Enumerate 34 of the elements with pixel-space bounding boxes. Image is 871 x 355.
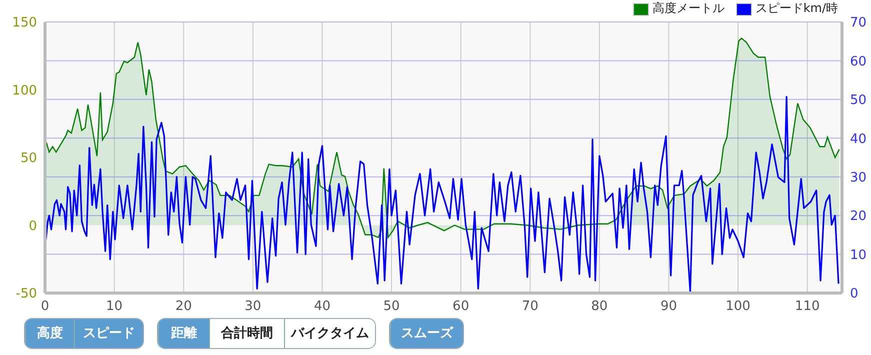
- line-series: [45, 96, 840, 293]
- y-tick-label: -50: [16, 286, 37, 302]
- x-tick-label: 60: [452, 299, 470, 314]
- y2-tick-label: 70: [850, 16, 867, 31]
- y2-tick-label: 10: [850, 248, 867, 263]
- text: スムーズ: [390, 319, 463, 348]
- y-tick-label: 50: [20, 151, 37, 166]
- x-tick-label: 80: [591, 299, 608, 314]
- text: スピード: [74, 319, 143, 348]
- y-tick-label: 0: [28, 218, 37, 234]
- x-tick-label: 40: [314, 299, 330, 314]
- legend-label: 高度メートル: [652, 1, 724, 15]
- x-tick-label: 100: [726, 299, 750, 314]
- x-tick-label: 110: [794, 299, 820, 314]
- x-tick-label: 30: [244, 299, 262, 314]
- y2-tick-label: 60: [850, 54, 867, 70]
- text: バイクタイム: [284, 319, 375, 348]
- y-tick-label: 150: [12, 16, 37, 31]
- x-tick-label: 70: [522, 299, 538, 314]
- y2-tick-label: 30: [850, 170, 867, 186]
- text: 合計時間: [209, 319, 284, 348]
- y2-tick-label: 50: [850, 93, 867, 108]
- text: 高度: [25, 319, 74, 348]
- x-tick-label: 90: [660, 299, 678, 314]
- text: 距離: [158, 319, 209, 348]
- legend-label: スピードkm/時: [755, 1, 838, 15]
- y2-tick-label: 20: [850, 209, 867, 224]
- x-tick-label: 10: [106, 299, 123, 314]
- y2-tick-label: 40: [850, 132, 867, 147]
- x-tick-label: 50: [383, 299, 400, 314]
- y-tick-label: 100: [12, 83, 37, 98]
- y2-tick-label: 0: [850, 286, 858, 302]
- x-tick-label: 20: [175, 299, 192, 314]
- x-tick-label: 0: [40, 299, 50, 314]
